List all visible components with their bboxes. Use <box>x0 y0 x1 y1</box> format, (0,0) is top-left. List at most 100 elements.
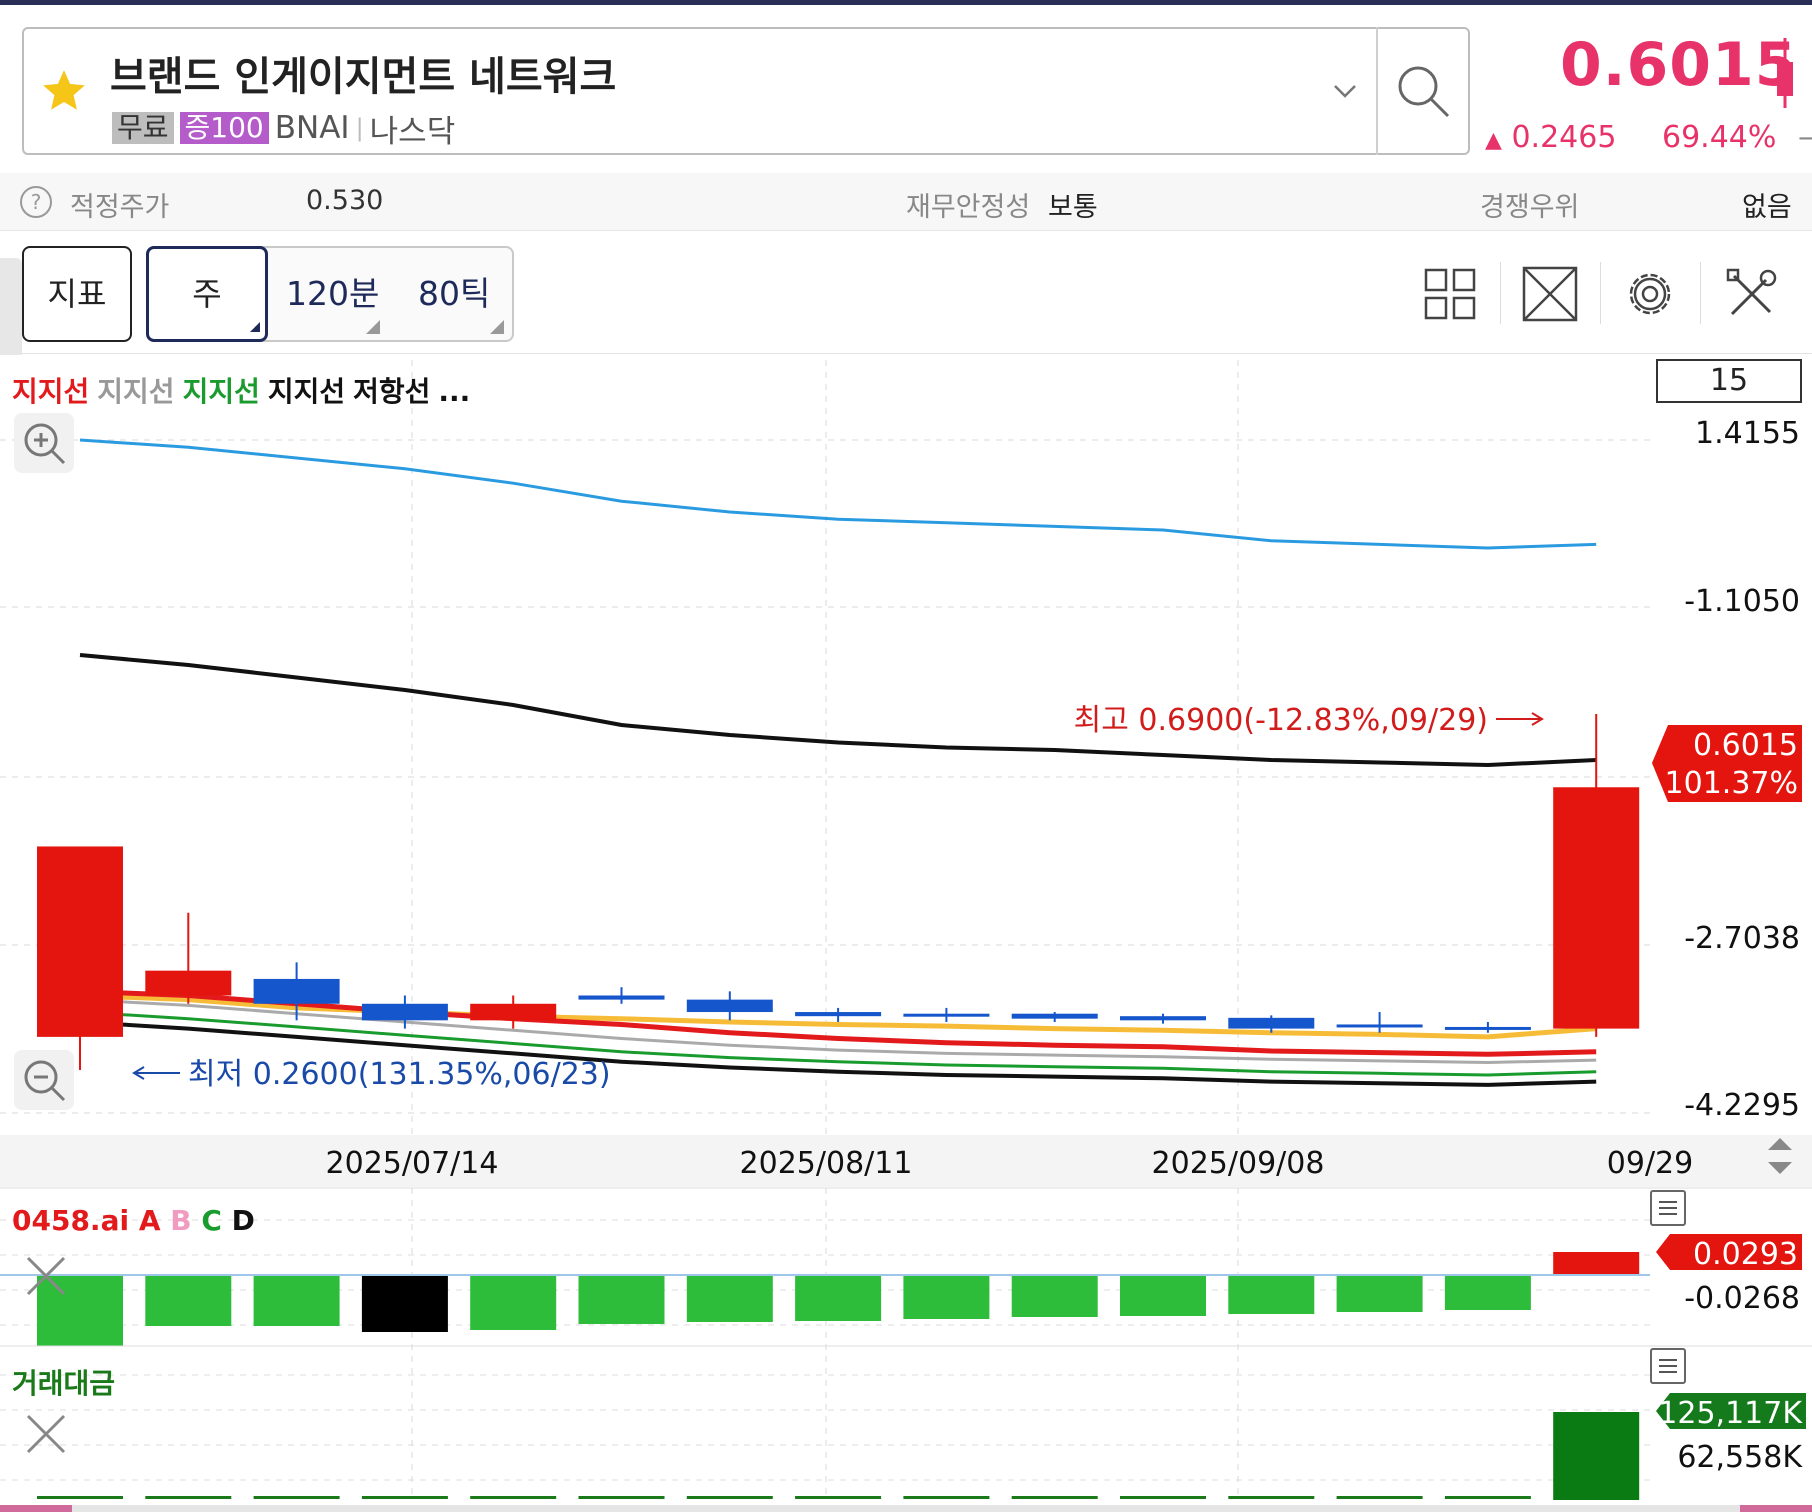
change-value: 0.2465 <box>1511 120 1617 155</box>
fullscreen-icon[interactable] <box>1520 264 1580 324</box>
current-price: 0.6015 <box>1560 30 1798 100</box>
stock-tags: 무료 증100 BNAI | 나스닥 <box>112 110 455 150</box>
close-osc-icon <box>26 1256 66 1296</box>
fair-price-value: 0.530 <box>306 185 384 216</box>
last-price-pct: 101.37% <box>1665 766 1798 801</box>
volume-bar <box>578 1496 665 1499</box>
volume-bar <box>686 1496 773 1499</box>
advantage-value: 없음 <box>1742 192 1792 223</box>
zoom-out-icon <box>24 1060 66 1102</box>
zoom-in-button[interactable] <box>14 413 74 473</box>
osc-bar <box>903 1276 990 1319</box>
price-change: ▲ 0.2465 69.44% — <box>1485 120 1812 155</box>
zoom-in-icon <box>24 423 66 465</box>
candle-body <box>361 1003 448 1021</box>
toolbar-separator <box>1600 262 1601 324</box>
x-axis-label: 2025/09/08 <box>1152 1146 1325 1181</box>
osc-last-tag <box>1656 1234 1802 1270</box>
price-candle-icon <box>1777 38 1793 108</box>
last-price-tag <box>1652 725 1802 802</box>
x-axis-band <box>0 1135 1812 1187</box>
high-annotation: 최고 0.6900(-12.83%,09/29) <box>1074 703 1488 738</box>
osc-bar <box>253 1276 340 1326</box>
scroll-arrows-icon <box>1768 1138 1792 1174</box>
volume-bar <box>1444 1496 1531 1499</box>
advantage-label: 경쟁우위 <box>1480 192 1580 223</box>
candle-body <box>37 846 123 1037</box>
stability-value: 보통 <box>1048 192 1098 223</box>
volume-bar <box>145 1496 232 1499</box>
dropdown-corner-icon <box>490 320 504 334</box>
volume-bar <box>1120 1496 1206 1499</box>
change-percent: 69.44% <box>1662 120 1777 155</box>
market-label: 나스닥 <box>369 113 456 150</box>
search-icon[interactable] <box>1392 60 1456 124</box>
chevron-down-icon[interactable] <box>1330 76 1360 106</box>
settings-gear-icon[interactable] <box>1620 264 1680 324</box>
layout-grid-icon[interactable] <box>1420 264 1480 324</box>
volume-bar <box>795 1496 882 1499</box>
osc-bar <box>470 1276 557 1330</box>
osc-bar <box>1120 1276 1206 1316</box>
osc-legend-b: B <box>170 1204 192 1237</box>
zoom-out-button[interactable] <box>14 1050 74 1110</box>
candle-body <box>1120 1016 1206 1021</box>
toolbar-separator <box>1500 262 1501 324</box>
legend-item: 지지선 <box>182 375 260 408</box>
valuation-info-row: ? 적정주가 0.530 재무안정성 보통 경쟁우위 없음 <box>0 173 1812 231</box>
osc-menu-icon[interactable] <box>1650 1190 1686 1226</box>
osc-legend-a: A <box>138 1204 161 1237</box>
volume-bar <box>37 1496 123 1499</box>
osc-bar <box>578 1276 665 1324</box>
volume-bar <box>903 1496 990 1499</box>
volume-menu-icon[interactable] <box>1650 1348 1686 1384</box>
free-tag: 무료 <box>112 112 174 144</box>
tools-icon[interactable] <box>1722 264 1782 324</box>
osc-bar <box>361 1276 448 1332</box>
legend-item: 지지선 <box>97 375 175 408</box>
osc-legend-c: C <box>201 1204 222 1237</box>
resistance-line-blue <box>79 438 1597 550</box>
osc-bar <box>1228 1276 1315 1314</box>
volume-bar <box>1553 1412 1640 1500</box>
search-divider <box>1376 27 1378 155</box>
low-arrow-icon <box>132 1066 180 1080</box>
y-axis-label: 1.4155 <box>1695 416 1800 451</box>
osc-axis-value: -0.0268 <box>1684 1281 1800 1316</box>
timeframe-80tick-button[interactable]: 80틱 <box>418 274 491 313</box>
high-arrow-icon <box>1496 712 1544 726</box>
hamburger-icon <box>1659 1201 1677 1215</box>
stock-selector[interactable] <box>22 27 1470 155</box>
volume-bar <box>1228 1496 1315 1499</box>
y-axis-label: -1.1050 <box>1684 584 1800 619</box>
indicator-button[interactable]: 지표 <box>22 246 132 342</box>
margin-tag: 증100 <box>179 112 269 144</box>
dropdown-corner-icon <box>250 322 260 332</box>
candle-body <box>470 1003 557 1021</box>
last-price-value: 0.6015 <box>1693 728 1798 763</box>
support-line-2 <box>79 998 1597 1065</box>
volume-bar <box>1011 1496 1098 1499</box>
hamburger-icon <box>1659 1359 1677 1373</box>
favorite-star-icon[interactable] <box>38 66 90 116</box>
change-dash: — <box>1798 120 1812 155</box>
support-line-3 <box>79 1010 1597 1077</box>
osc-bar <box>1553 1252 1640 1274</box>
legend-item: 저항선 <box>353 375 431 408</box>
help-question-icon[interactable]: ? <box>20 186 52 218</box>
timeframe-120min-button[interactable]: 120분 <box>286 274 380 313</box>
x-axis-label: 2025/07/14 <box>326 1146 499 1181</box>
price-chart[interactable]: 1.4155 -1.1050 -2.7038 -4.2295 2025/07/14 202… <box>0 355 1812 1512</box>
osc-bar <box>1444 1276 1531 1310</box>
y-axis-label: -2.7038 <box>1684 921 1800 956</box>
timeframe-week-button[interactable]: 주 <box>146 246 268 342</box>
volume-bar <box>361 1496 448 1499</box>
candle-body <box>903 1013 990 1017</box>
period-input[interactable]: 15 <box>1656 359 1802 403</box>
osc-bar <box>795 1276 882 1321</box>
volume-last-value: 125,117K <box>1658 1396 1803 1431</box>
side-drawer-handle[interactable] <box>0 258 22 378</box>
toolbar-separator <box>1700 262 1701 324</box>
candle-body <box>1336 1024 1423 1028</box>
candle-body <box>686 999 773 1013</box>
